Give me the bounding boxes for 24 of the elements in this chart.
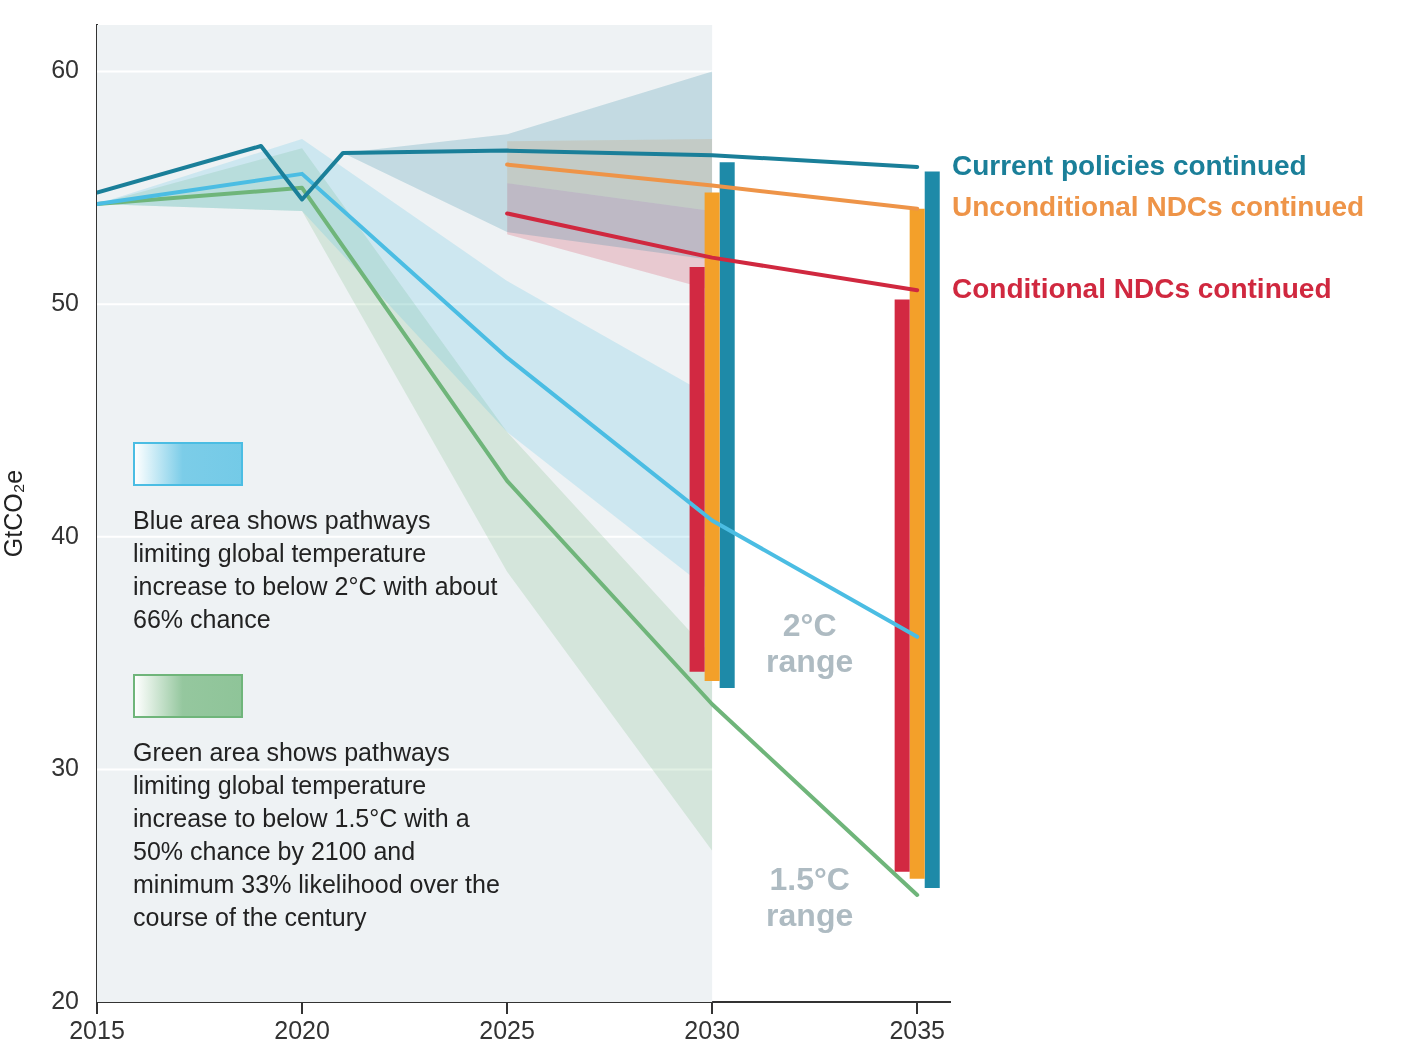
series-label: Unconditional NDCs continued <box>952 191 1365 223</box>
series-label: Current policies continued <box>952 149 1307 181</box>
x-tick-label: 2025 <box>479 1015 535 1044</box>
bar <box>719 162 735 688</box>
bar <box>704 192 720 681</box>
y-tick-label: 40 <box>51 520 79 549</box>
y-tick-label: 20 <box>51 985 79 1014</box>
annotation: 2°C range <box>766 607 854 680</box>
legend-label: Blue area shows pathways limiting global temperature increase to below 2°C with about 66% chance <box>133 505 499 635</box>
y-axis-title: GtCO₂e <box>0 469 27 558</box>
annotation: 1.5°C range <box>766 861 854 934</box>
x-tick-label: 2035 <box>889 1015 945 1044</box>
bar <box>909 208 925 879</box>
y-tick-label: 30 <box>51 753 79 782</box>
x-tick-label: 2015 <box>69 1015 125 1044</box>
bar <box>894 299 910 872</box>
y-tick-label: 50 <box>51 288 79 317</box>
x-tick-label: 2030 <box>684 1015 740 1044</box>
x-tick-label: 2020 <box>274 1015 330 1044</box>
bar <box>689 266 705 672</box>
bar <box>924 171 940 889</box>
series-label: Conditional NDCs continued <box>952 272 1332 304</box>
legend-label: Green area shows pathways limiting global temperature increase to below 1.5°C with a 50% chance by 2100 and minimum 33% likelihood over the course of the century <box>133 737 501 933</box>
y-tick-label: 60 <box>51 55 79 84</box>
